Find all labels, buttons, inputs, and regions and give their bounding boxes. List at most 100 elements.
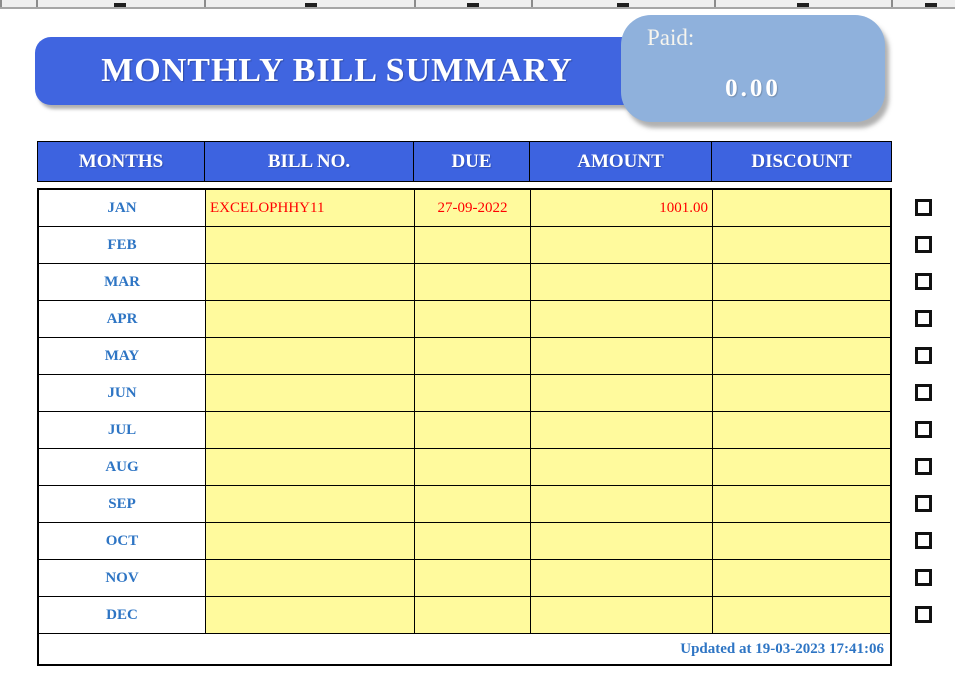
due-cell[interactable] — [415, 264, 531, 300]
bill-no-cell[interactable] — [206, 301, 415, 337]
amount-cell[interactable] — [531, 227, 713, 263]
due-cell[interactable] — [415, 560, 531, 596]
header-months: MONTHS — [38, 142, 205, 181]
discount-cell[interactable] — [713, 449, 890, 485]
due-cell[interactable] — [415, 486, 531, 522]
table-row-jan: JAN EXCELOPHHY11 27-09-2022 1001.00 — [39, 190, 890, 227]
due-cell[interactable] — [415, 523, 531, 559]
due-cell[interactable] — [415, 338, 531, 374]
amount-cell[interactable] — [531, 523, 713, 559]
table-header-row: MONTHS BILL NO. DUE AMOUNT DISCOUNT — [37, 141, 892, 182]
month-label: NOV — [39, 560, 206, 596]
discount-cell[interactable] — [713, 412, 890, 448]
due-cell[interactable] — [415, 449, 531, 485]
amount-cell[interactable]: 1001.00 — [531, 190, 713, 226]
discount-cell[interactable] — [713, 375, 890, 411]
grid-divider — [531, 0, 533, 7]
month-label: JAN — [39, 190, 206, 226]
discount-cell[interactable] — [713, 338, 890, 374]
due-cell[interactable] — [415, 227, 531, 263]
table-row-apr: APR — [39, 301, 890, 338]
paid-checkbox-apr[interactable] — [915, 310, 932, 327]
month-label: JUL — [39, 412, 206, 448]
bill-no-cell[interactable] — [206, 597, 415, 633]
paid-checkbox-mar[interactable] — [915, 273, 932, 290]
table-row-may: MAY — [39, 338, 890, 375]
due-cell[interactable] — [415, 375, 531, 411]
table-row-mar: MAR — [39, 264, 890, 301]
paid-checkbox-nov[interactable] — [915, 569, 932, 586]
amount-cell[interactable] — [531, 338, 713, 374]
table-row-nov: NOV — [39, 560, 890, 597]
paid-checkbox-jul[interactable] — [915, 421, 932, 438]
bill-no-cell[interactable] — [206, 338, 415, 374]
paid-checkbox-jun[interactable] — [915, 384, 932, 401]
paid-checkbox-may[interactable] — [915, 347, 932, 364]
header-discount: DISCOUNT — [712, 142, 891, 181]
grid-divider — [36, 0, 38, 7]
discount-cell[interactable] — [713, 560, 890, 596]
bill-no-cell[interactable] — [206, 449, 415, 485]
updated-at-text: Updated at 19-03-2023 17:41:06 — [680, 640, 884, 657]
table-row-jul: JUL — [39, 412, 890, 449]
grid-divider — [0, 0, 2, 7]
due-cell[interactable] — [415, 412, 531, 448]
bill-no-cell[interactable]: EXCELOPHHY11 — [206, 190, 415, 226]
paid-checkbox-sep[interactable] — [915, 495, 932, 512]
bill-no-cell[interactable] — [206, 560, 415, 596]
bill-no-cell[interactable] — [206, 523, 415, 559]
due-cell[interactable] — [415, 597, 531, 633]
bill-no-cell[interactable] — [206, 375, 415, 411]
due-cell[interactable] — [415, 301, 531, 337]
table-body: JAN EXCELOPHHY11 27-09-2022 1001.00 FEB … — [37, 188, 892, 666]
discount-cell[interactable] — [713, 486, 890, 522]
header-amount: AMOUNT — [530, 142, 712, 181]
table-row-feb: FEB — [39, 227, 890, 264]
bill-no-cell[interactable] — [206, 264, 415, 300]
table-footer: Updated at 19-03-2023 17:41:06 — [39, 634, 890, 664]
table-row-jun: JUN — [39, 375, 890, 412]
bill-summary-table: MONTHS BILL NO. DUE AMOUNT DISCOUNT JAN … — [37, 141, 892, 666]
amount-cell[interactable] — [531, 412, 713, 448]
discount-cell[interactable] — [713, 301, 890, 337]
paid-checkbox-oct[interactable] — [915, 532, 932, 549]
due-cell[interactable]: 27-09-2022 — [415, 190, 531, 226]
grid-divider — [414, 0, 416, 7]
table-row-oct: OCT — [39, 523, 890, 560]
paid-checkbox-dec[interactable] — [915, 606, 932, 623]
amount-cell[interactable] — [531, 375, 713, 411]
discount-cell[interactable] — [713, 227, 890, 263]
paid-summary-box: Paid: 0.00 — [621, 15, 885, 122]
paid-checkbox-feb[interactable] — [915, 236, 932, 253]
month-label: APR — [39, 301, 206, 337]
bill-no-cell[interactable] — [206, 412, 415, 448]
page-title: MONTHLY BILL SUMMARY — [101, 52, 573, 89]
clipped-cell-content — [467, 3, 479, 7]
amount-cell[interactable] — [531, 449, 713, 485]
grid-divider — [714, 0, 716, 7]
month-label: MAY — [39, 338, 206, 374]
paid-checkbox-aug[interactable] — [915, 458, 932, 475]
discount-cell[interactable] — [713, 190, 890, 226]
discount-cell[interactable] — [713, 597, 890, 633]
paid-label: Paid: — [647, 25, 695, 50]
amount-cell[interactable] — [531, 301, 713, 337]
grid-divider — [891, 0, 893, 7]
discount-cell[interactable] — [713, 264, 890, 300]
header-due: DUE — [414, 142, 530, 181]
amount-cell[interactable] — [531, 560, 713, 596]
bill-no-cell[interactable] — [206, 227, 415, 263]
bill-no-cell[interactable] — [206, 486, 415, 522]
clipped-cell-content — [925, 3, 937, 7]
amount-cell[interactable] — [531, 597, 713, 633]
amount-cell[interactable] — [531, 264, 713, 300]
table-row-aug: AUG — [39, 449, 890, 486]
grid-divider — [204, 0, 206, 7]
amount-cell[interactable] — [531, 486, 713, 522]
discount-cell[interactable] — [713, 523, 890, 559]
month-label: FEB — [39, 227, 206, 263]
paid-checkbox-jan[interactable] — [915, 199, 932, 216]
table-row-dec: DEC — [39, 597, 890, 634]
title-banner: MONTHLY BILL SUMMARY — [35, 37, 639, 105]
